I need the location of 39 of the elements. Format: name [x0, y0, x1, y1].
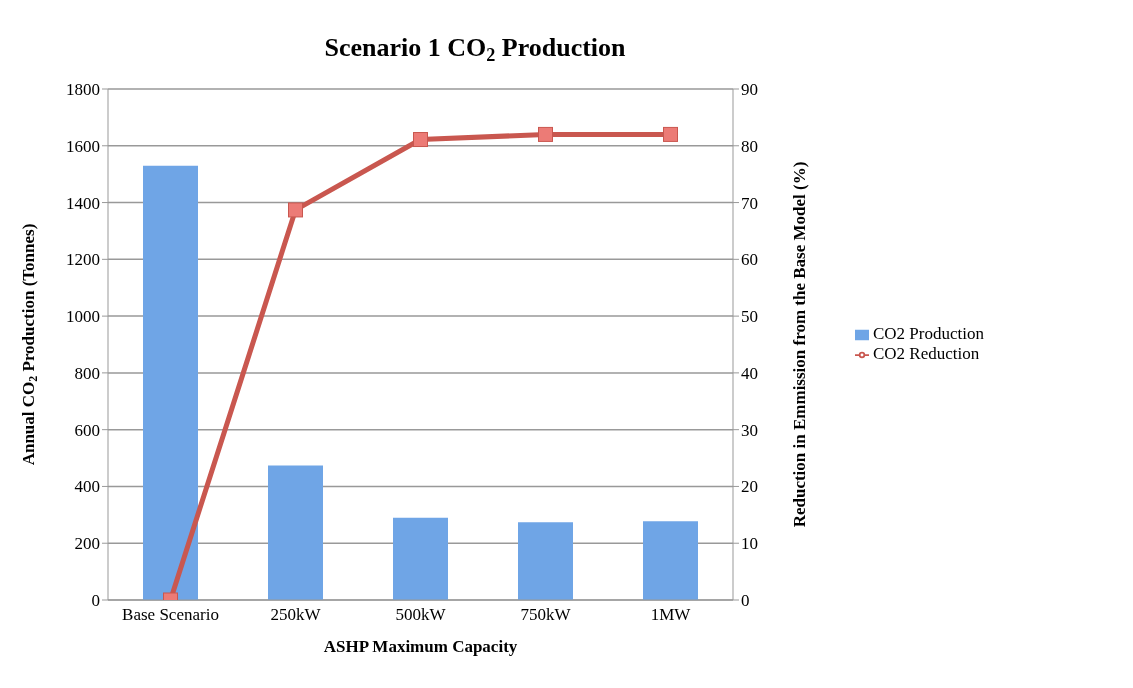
bar	[643, 521, 698, 600]
y2-tick-label: 70	[741, 193, 758, 213]
x-axis-title: ASHP Maximum Capacity	[323, 637, 518, 656]
point	[538, 126, 553, 142]
x-tick-label: 1MW	[650, 605, 692, 625]
y-tick-label: 600	[74, 420, 100, 440]
x-tick-label: 750kW	[520, 605, 572, 625]
y-tick-label: 1000	[66, 307, 100, 327]
y2-tick-label: 40	[741, 363, 758, 383]
y-tick-label: 200	[74, 534, 100, 554]
bar	[143, 165, 198, 600]
y2-tick-label: 90	[741, 80, 758, 100]
y-tick-label: 1400	[66, 193, 100, 213]
y2-axis-title: Reduction in Emmission from the Base Model (%)	[790, 161, 809, 528]
y-tick-label: 1600	[66, 136, 100, 156]
y2-tick-label: 60	[741, 250, 758, 270]
chart-title: Scenario 1 CO$_{2}$ Production	[324, 33, 627, 65]
y2-tick-label: 30	[741, 420, 758, 440]
y-tick-label: 400	[74, 477, 100, 497]
y-tick-label: 0	[91, 591, 100, 611]
point	[288, 202, 303, 218]
point	[413, 132, 428, 148]
legend-label: CO2 Reduction	[873, 344, 980, 363]
y2-tick-label: 50	[741, 307, 758, 327]
y2-tick-label: 20	[741, 477, 758, 497]
bar	[268, 465, 323, 600]
y-tick-label: 1200	[66, 250, 100, 270]
y-tick-label: 1800	[66, 80, 100, 100]
x-tick-label: Base Scenario	[122, 605, 219, 625]
legend-label: CO2 Production	[873, 324, 984, 343]
y-tick-label: 800	[74, 363, 100, 383]
bar	[518, 522, 573, 600]
y2-tick-label: 80	[741, 136, 758, 156]
y2-tick-label: 0	[741, 591, 750, 611]
point	[663, 126, 678, 142]
bar	[393, 517, 448, 600]
y2-tick-label: 10	[741, 534, 758, 554]
x-tick-label: 500kW	[395, 605, 447, 625]
x-tick-label: 250kW	[270, 605, 322, 625]
